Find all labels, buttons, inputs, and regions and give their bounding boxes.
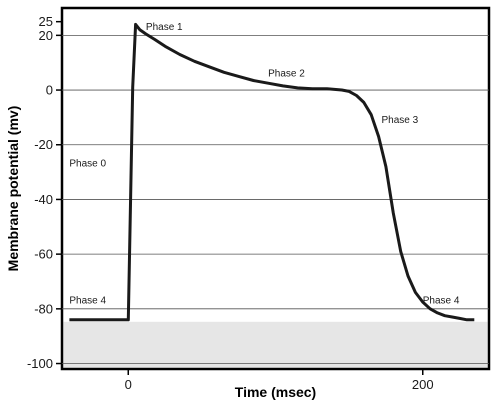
- y-tick-label: 0: [46, 83, 53, 98]
- plot-frame: [60, 6, 491, 371]
- x-axis-ticks: 0 200: [125, 369, 434, 392]
- y-tick-label: -20: [34, 137, 53, 152]
- phase-annotations: Phase 1 Phase 2 Phase 3 Phase 0 Phase 4 Phase…: [69, 22, 460, 306]
- phase-label: Phase 4: [423, 295, 460, 306]
- y-tick-label: -80: [34, 301, 53, 316]
- baseline-shading: [63, 321, 488, 368]
- y-tick-label: 25: [39, 14, 53, 29]
- y-tick-label: -60: [34, 247, 53, 262]
- phase-label: Phase 4: [69, 295, 106, 306]
- phase-label: Phase 3: [382, 115, 419, 126]
- y-axis-title: Membrane potential (mv): [5, 106, 21, 272]
- y-tick-label: -40: [34, 192, 53, 207]
- action-potential-line: [69, 22, 475, 322]
- phase-label: Phase 0: [69, 159, 106, 170]
- y-tick-label: 20: [39, 28, 53, 43]
- y-tick-label: -100: [27, 356, 53, 371]
- phase-label: Phase 2: [268, 68, 305, 79]
- phase-label: Phase 1: [146, 22, 183, 33]
- x-axis-title: Time (msec): [235, 384, 316, 400]
- x-tick-label: 200: [412, 377, 434, 392]
- x-tick-label: 0: [125, 377, 132, 392]
